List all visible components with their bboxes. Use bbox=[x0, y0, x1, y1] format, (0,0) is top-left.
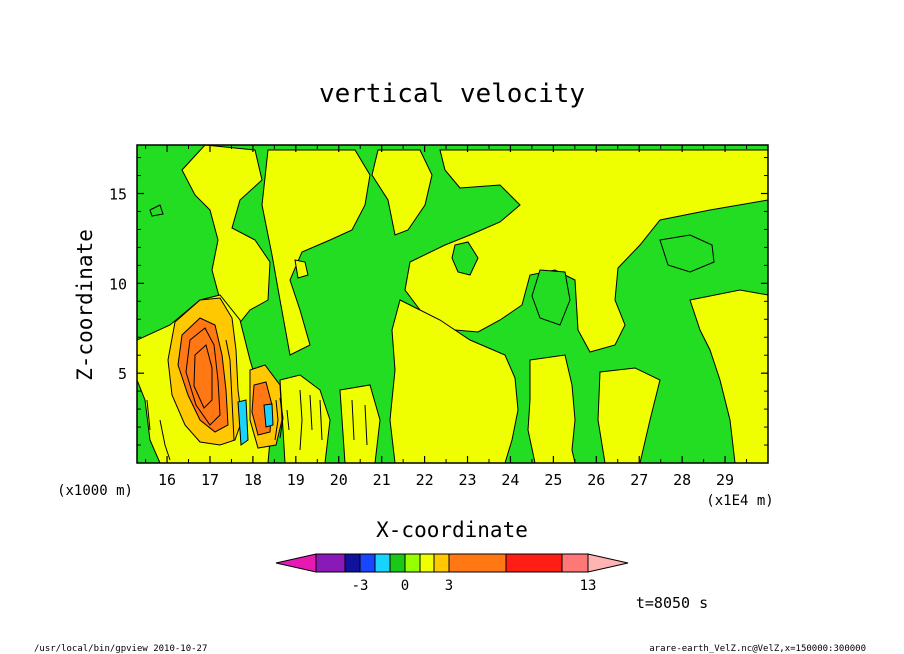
x-tick-label: 25 bbox=[544, 471, 562, 489]
colorbar-segment bbox=[344, 553, 361, 573]
y-axis-unit: (x1000 m) bbox=[57, 483, 133, 499]
negative-islands bbox=[149, 204, 715, 326]
x-tick-label: 18 bbox=[244, 471, 262, 489]
colorbar-tick-label: -3 bbox=[352, 578, 369, 594]
downdraft-core bbox=[237, 399, 249, 446]
colorbar-segment bbox=[505, 553, 563, 573]
colorbar-over-arrow bbox=[587, 553, 629, 573]
downdraft-cores bbox=[237, 399, 274, 446]
x-tick-label: 22 bbox=[416, 471, 434, 489]
colorbar-segment bbox=[404, 553, 421, 573]
x-tick-label: 27 bbox=[630, 471, 648, 489]
colorbar-segment bbox=[315, 553, 346, 573]
colorbar-segment bbox=[419, 553, 435, 573]
downdraft-region bbox=[659, 234, 715, 273]
contour-lines bbox=[146, 327, 368, 461]
colorbar-tick-label: 3 bbox=[445, 578, 453, 594]
colorbar-segment bbox=[561, 553, 589, 573]
colorbar-segment bbox=[433, 553, 450, 573]
updraft-region bbox=[279, 374, 331, 463]
chart-title: vertical velocity bbox=[319, 79, 585, 109]
x-axis-label: X-coordinate bbox=[376, 518, 528, 542]
colorbar-under-arrow bbox=[275, 553, 317, 573]
footer-right: arare-earth_VelZ.nc@VelZ,x=150000:300000 bbox=[649, 644, 866, 654]
updraft-region bbox=[389, 299, 519, 463]
x-tick-label: 23 bbox=[458, 471, 476, 489]
strong-region bbox=[177, 317, 229, 433]
x-tick-label: 26 bbox=[587, 471, 605, 489]
downdraft-region bbox=[451, 241, 479, 276]
x-tick-label: 24 bbox=[501, 471, 519, 489]
updraft-region bbox=[689, 289, 768, 463]
colorbar-tick-label: 0 bbox=[401, 578, 409, 594]
updraft-region bbox=[527, 354, 576, 463]
x-tick-label: 28 bbox=[673, 471, 691, 489]
y-axis: 5 10 15 bbox=[109, 157, 768, 446]
colorbar-tick-labels: -3 0 3 13 bbox=[352, 578, 597, 594]
colorbar-segment bbox=[374, 553, 391, 573]
colorbar-tick-label: 13 bbox=[580, 578, 597, 594]
x-axis: 16 17 18 19 20 21 22 23 24 25 26 27 28 29 bbox=[145, 145, 748, 489]
colorbar bbox=[275, 553, 629, 573]
y-tick-label: 5 bbox=[118, 365, 127, 383]
updraft-region bbox=[294, 259, 309, 279]
updraft-region bbox=[339, 384, 381, 463]
updraft-region bbox=[181, 145, 271, 326]
x-tick-label: 17 bbox=[201, 471, 219, 489]
downdraft-region bbox=[531, 269, 571, 326]
updraft-region bbox=[371, 149, 433, 236]
x-tick-label: 16 bbox=[158, 471, 176, 489]
x-axis-unit: (x1E4 m) bbox=[706, 493, 773, 509]
x-tick-label: 29 bbox=[716, 471, 734, 489]
updraft-region bbox=[404, 149, 768, 353]
time-annotation: t=8050 s bbox=[636, 594, 708, 612]
y-tick-label: 10 bbox=[109, 275, 127, 293]
x-tick-label: 19 bbox=[287, 471, 305, 489]
colorbar-segment bbox=[389, 553, 406, 573]
x-tick-label: 20 bbox=[330, 471, 348, 489]
y-tick-label: 15 bbox=[109, 186, 127, 204]
colorbar-segment bbox=[448, 553, 507, 573]
colorbar-segment bbox=[359, 553, 376, 573]
updraft-region bbox=[597, 367, 661, 463]
plot-frame bbox=[136, 144, 769, 464]
downdraft-core bbox=[263, 403, 274, 428]
plot-area bbox=[137, 145, 768, 463]
footer-left: /usr/local/bin/gpview 2010-10-27 bbox=[34, 644, 207, 654]
updraft-region bbox=[261, 149, 371, 356]
y-axis-label: Z-coordinate bbox=[73, 229, 97, 381]
x-tick-label: 21 bbox=[373, 471, 391, 489]
downdraft-region bbox=[149, 204, 164, 217]
